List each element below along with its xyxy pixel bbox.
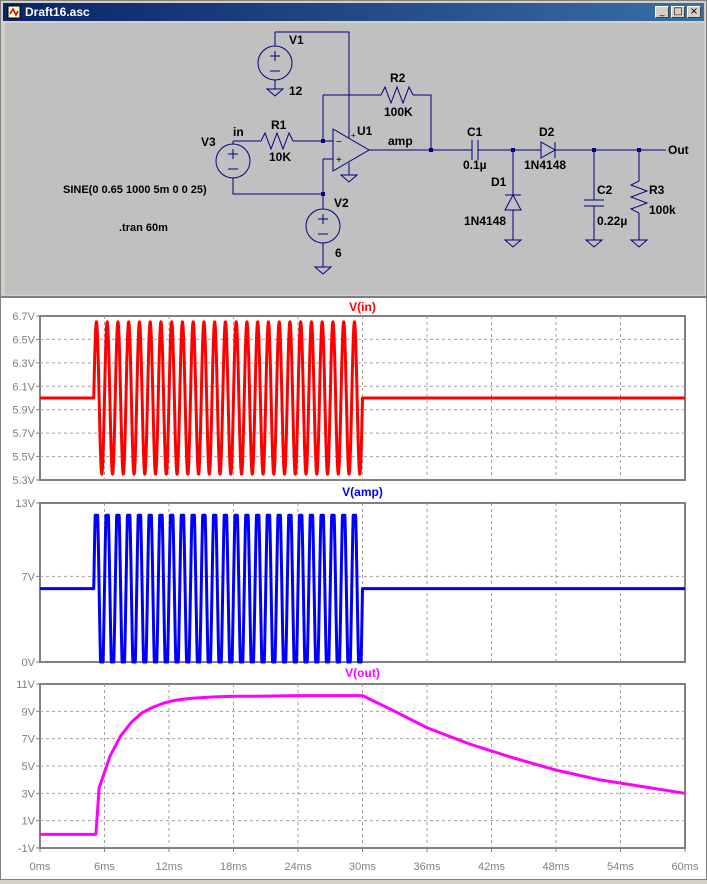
opamp-supply-plus-sign: + — [351, 131, 356, 140]
label-amp-net: amp — [388, 134, 413, 148]
y-tick-label: 0V — [22, 657, 36, 669]
x-tick-label: 60ms — [672, 861, 699, 873]
label-r2-value: 100K — [384, 105, 413, 119]
x-tick-label: 30ms — [349, 861, 376, 873]
close-button[interactable]: × — [687, 6, 701, 18]
y-tick-label: 6.3V — [12, 358, 35, 370]
label-c1-value: 0.1µ — [463, 158, 487, 172]
label-r1: R1 — [271, 118, 287, 132]
trace-vout[interactable] — [40, 694, 686, 836]
y-tick-label: 6.7V — [12, 311, 35, 323]
label-d1: D1 — [491, 175, 507, 189]
label-r1-value: 10K — [269, 150, 291, 164]
y-tick-label: 1V — [22, 816, 36, 828]
x-tick-label: 48ms — [543, 861, 570, 873]
window-title: Draft16.asc — [25, 5, 90, 19]
sine-source-directive: SINE(0 0.65 1000 5m 0 0 25) — [63, 184, 207, 196]
label-u1: U1 — [357, 124, 373, 138]
label-c1: C1 — [467, 125, 483, 139]
label-c2: C2 — [597, 183, 613, 197]
y-tick-label: 9V — [22, 706, 36, 718]
ltspice-schematic-icon — [7, 5, 21, 19]
label-out-net: Out — [668, 143, 689, 157]
schematic-window: Draft16.asc _ □ × — [0, 0, 707, 297]
label-d2-value: 1N4148 — [524, 158, 566, 172]
label-r3-value: 100k — [649, 203, 676, 217]
x-tick-label: 18ms — [220, 861, 247, 873]
y-tick-label: 13V — [15, 498, 35, 510]
label-c2-value: 0.22µ — [597, 214, 627, 228]
label-v1: V1 — [289, 33, 304, 47]
plot-title-2[interactable]: V(amp) — [342, 485, 383, 499]
y-tick-label: 11V — [16, 679, 35, 691]
y-tick-label: 7V — [22, 734, 36, 746]
label-v1-value: 12 — [289, 84, 303, 98]
opamp-minus-sign: − — [336, 137, 342, 148]
y-tick-label: 5V — [22, 761, 36, 773]
x-tick-label: 24ms — [285, 861, 312, 873]
x-tick-label: 36ms — [414, 861, 441, 873]
label-r3: R3 — [649, 183, 665, 197]
y-tick-label: 7V — [22, 571, 36, 583]
y-tick-label: 6.1V — [12, 381, 35, 393]
x-tick-label: 54ms — [607, 861, 634, 873]
label-d2: D2 — [539, 125, 555, 139]
y-tick-label: 5.5V — [12, 452, 35, 464]
tran-directive: .tran 60m — [119, 222, 168, 234]
y-tick-label: 6.5V — [12, 334, 35, 346]
trace-vamp[interactable] — [40, 513, 685, 664]
maximize-button[interactable]: □ — [671, 6, 685, 18]
label-v2: V2 — [334, 196, 349, 210]
title-bar[interactable]: Draft16.asc _ □ × — [3, 3, 704, 21]
y-tick-label: -1V — [18, 843, 36, 855]
minimize-button[interactable]: _ — [655, 6, 669, 18]
plot-title-1[interactable]: V(in) — [349, 300, 376, 314]
schematic-canvas[interactable]: − + + V1 12 R2 100K U1 amp in V3 R1 10K … — [5, 23, 704, 295]
schematic-drawing: − + + V1 12 R2 100K U1 amp in V3 R1 10K … — [63, 31, 689, 275]
label-v2-value: 6 — [335, 246, 342, 260]
waveform-plots: 6.7V 6.5V 6.3V 6.1V 5.9V 5.7V 5.5V 5.3V V(in) 13V… — [12, 300, 699, 873]
x-tick-label: 42ms — [478, 861, 505, 873]
x-tick-label: 12ms — [156, 861, 183, 873]
opamp-plus-sign: + — [336, 155, 342, 166]
trace-vin[interactable] — [40, 320, 685, 476]
x-tick-label: 0ms — [30, 861, 51, 873]
label-d1-value: 1N4148 — [464, 214, 506, 228]
y-tick-label: 3V — [22, 788, 36, 800]
x-tick-label: 6ms — [94, 861, 115, 873]
label-r2: R2 — [390, 71, 406, 85]
label-in-net: in — [233, 125, 244, 139]
y-tick-label: 5.9V — [12, 405, 35, 417]
y-tick-label: 5.3V — [12, 475, 35, 487]
plot-title-3[interactable]: V(out) — [345, 666, 380, 680]
label-v3: V3 — [201, 135, 216, 149]
y-tick-label: 5.7V — [12, 428, 35, 440]
waveform-viewer-window[interactable]: 6.7V 6.5V 6.3V 6.1V 5.9V 5.7V 5.5V 5.3V V(in) 13V… — [0, 297, 707, 880]
